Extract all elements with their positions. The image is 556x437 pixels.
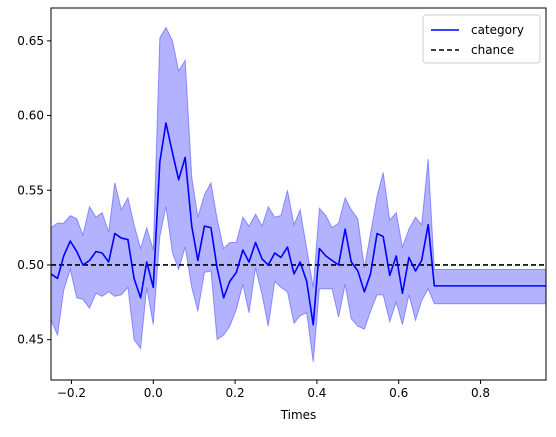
x-axis-label: Times <box>280 408 317 422</box>
legend-box <box>422 14 541 64</box>
legend: category chance <box>422 14 541 64</box>
x-tick-label: 0.8 <box>471 386 490 400</box>
confidence-band <box>51 26 546 363</box>
legend-category-label: category <box>471 23 524 37</box>
x-tick-label: 0.4 <box>307 386 326 400</box>
x-tick-label: 0.6 <box>389 386 408 400</box>
y-tick-label: 0.50 <box>17 258 44 272</box>
y-tick-label: 0.45 <box>17 333 44 347</box>
y-tick-label: 0.55 <box>17 183 44 197</box>
x-tick-label: −0.2 <box>57 386 86 400</box>
y-axis: 0.45 0.50 0.55 0.60 0.65 <box>17 34 51 347</box>
x-tick-label: 0.2 <box>226 386 245 400</box>
y-tick-label: 0.65 <box>17 34 44 48</box>
x-axis: −0.2 0.0 0.2 0.4 0.6 0.8 <box>57 380 490 400</box>
legend-chance-label: chance <box>471 43 514 57</box>
y-tick-label: 0.60 <box>17 109 44 123</box>
x-tick-label: 0.0 <box>144 386 163 400</box>
category-line <box>51 122 546 326</box>
axes-frame <box>50 7 547 381</box>
plot-area <box>51 26 546 363</box>
